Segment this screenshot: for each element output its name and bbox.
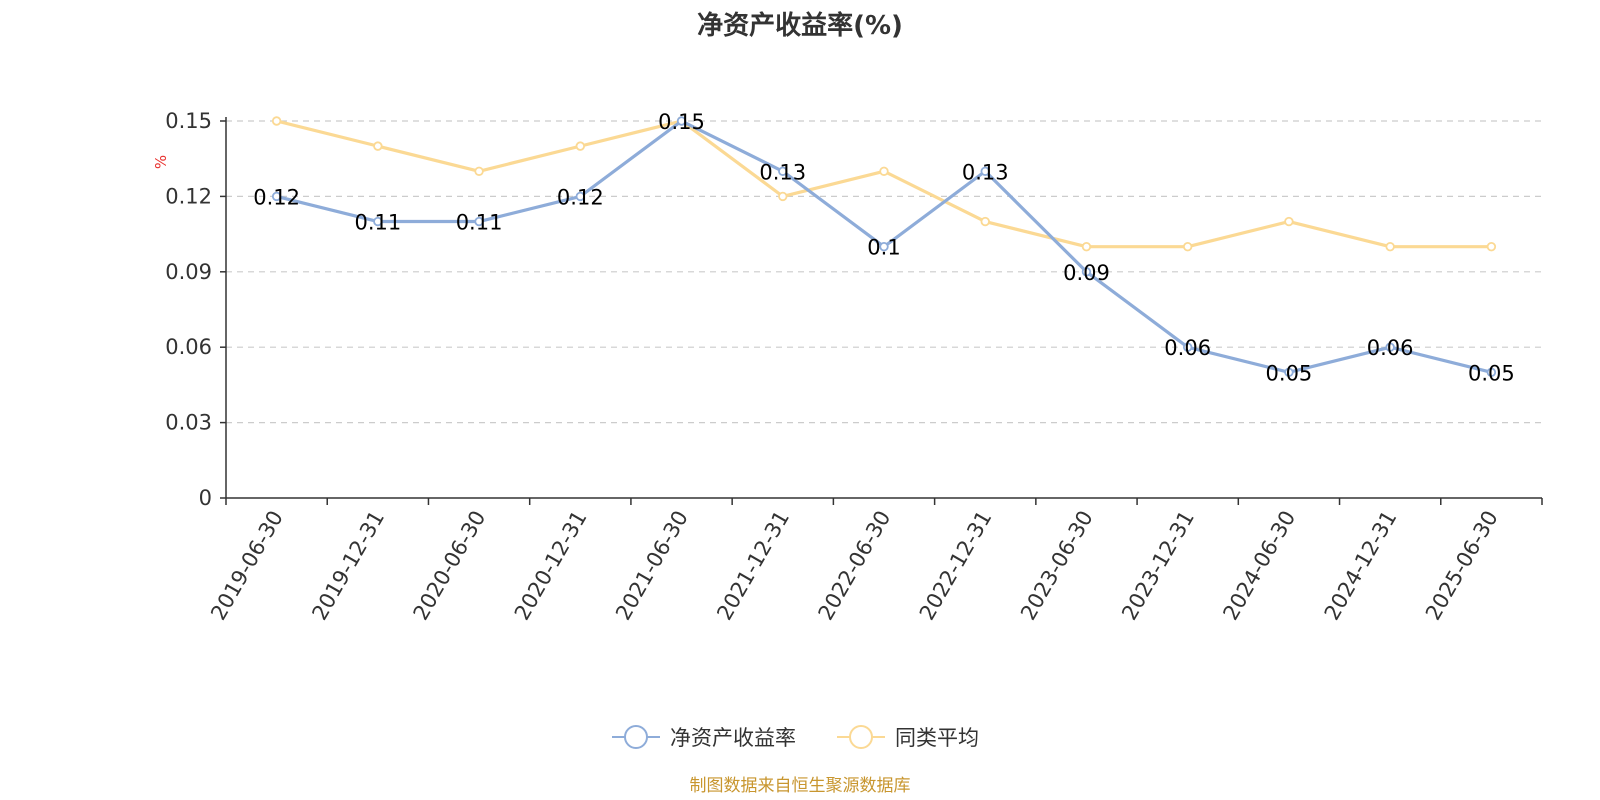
series-layer (271, 116, 1497, 378)
x-tick-label: 2023-12-31 (1117, 507, 1199, 625)
series-point-0[interactable] (373, 216, 383, 227)
x-tick-label: 2023-06-30 (1016, 507, 1098, 625)
y-tick-label: 0.03 (165, 411, 212, 435)
series-point-0[interactable] (1182, 342, 1193, 352)
data-labels: 0.12 0.11 0.11 0.12 0.15 0.13 0.1 0.13 0.09 0.06 0… (253, 110, 1515, 385)
series-point-0[interactable] (980, 166, 990, 176)
series-point-1[interactable] (879, 166, 889, 176)
series-point-0[interactable] (879, 241, 889, 252)
x-tick-label: 2022-12-31 (915, 507, 997, 625)
data-label: 0.09 (1063, 261, 1110, 285)
series-point-1[interactable] (1284, 216, 1294, 227)
legend-marker (849, 725, 873, 749)
y-axis-label: % (152, 155, 170, 169)
axes (225, 117, 1542, 499)
x-tick-label: 2024-12-31 (1320, 507, 1402, 625)
series-point-0[interactable] (575, 191, 586, 202)
x-tick-label: 2020-06-30 (409, 507, 491, 625)
data-label: 0.12 (557, 185, 604, 209)
data-label: 0.06 (1367, 336, 1414, 360)
data-label: 0.05 (1266, 361, 1313, 385)
y-tick-label: 0.09 (165, 260, 212, 284)
data-label: 0.05 (1468, 361, 1515, 385)
legend-item-1[interactable]: 同类平均 (837, 725, 979, 750)
y-tick-label: 0.12 (165, 184, 212, 208)
legend-marker (624, 725, 648, 749)
series-point-0[interactable] (1081, 267, 1092, 277)
series-point-1[interactable] (778, 191, 788, 202)
legend-label: 净资产收益率 (670, 726, 796, 750)
series-point-1[interactable] (1486, 241, 1497, 252)
x-tick-label: 2019-12-31 (307, 507, 389, 625)
series-point-1[interactable] (271, 116, 282, 126)
series-point-0[interactable] (1486, 367, 1497, 378)
y-axis-ticks: 0 0.03 0.06 0.09 0.12 0.15 (165, 109, 226, 510)
series-point-0[interactable] (1385, 342, 1395, 352)
y-tick-label: 0 (199, 486, 212, 510)
x-tick-label: 2019-06-30 (206, 507, 288, 625)
series-point-1[interactable] (980, 216, 990, 227)
data-label: 0.11 (354, 211, 401, 235)
x-tick-label: 2025-06-30 (1421, 507, 1503, 625)
series-point-1[interactable] (1081, 241, 1092, 252)
series-point-0[interactable] (676, 116, 687, 126)
data-label: 0.11 (456, 211, 503, 235)
data-label: 0.13 (759, 160, 806, 184)
x-tick-label: 2021-06-30 (611, 507, 693, 625)
series-point-0[interactable] (271, 191, 282, 202)
series-point-0[interactable] (778, 166, 788, 176)
y-tick-label: 0.15 (165, 109, 212, 133)
series-point-0[interactable] (474, 216, 484, 227)
x-axis-ticks: 2019-06-30 2019-12-31 2020-06-30 2020-12-31… (206, 498, 1543, 625)
grid-lines (226, 120, 1542, 424)
x-tick-label: 2022-06-30 (814, 507, 896, 625)
x-tick-label: 2020-12-31 (510, 507, 592, 625)
data-label: 0.06 (1164, 336, 1211, 360)
source-note: 制图数据来自恒生聚源数据库 (690, 776, 911, 796)
series-point-0[interactable] (1284, 367, 1294, 378)
series-point-1[interactable] (575, 141, 586, 151)
series-point-1[interactable] (1182, 241, 1193, 252)
x-tick-label: 2021-12-31 (712, 507, 794, 625)
legend[interactable]: 净资产收益率 同类平均 (612, 725, 979, 750)
data-label: 0.12 (253, 185, 300, 209)
series-point-1[interactable] (373, 141, 383, 151)
data-label: 0.13 (962, 160, 1009, 184)
series-point-1[interactable] (474, 166, 484, 176)
y-tick-label: 0.06 (165, 335, 212, 359)
legend-label: 同类平均 (895, 726, 979, 750)
data-label: 0.15 (658, 110, 705, 134)
data-label: 0.1 (867, 236, 900, 260)
legend-item-0[interactable]: 净资产收益率 (612, 725, 796, 750)
series-point-1[interactable] (1385, 241, 1395, 252)
x-tick-label: 2024-06-30 (1218, 507, 1300, 625)
chart-title: 净资产收益率(%) (697, 10, 903, 41)
